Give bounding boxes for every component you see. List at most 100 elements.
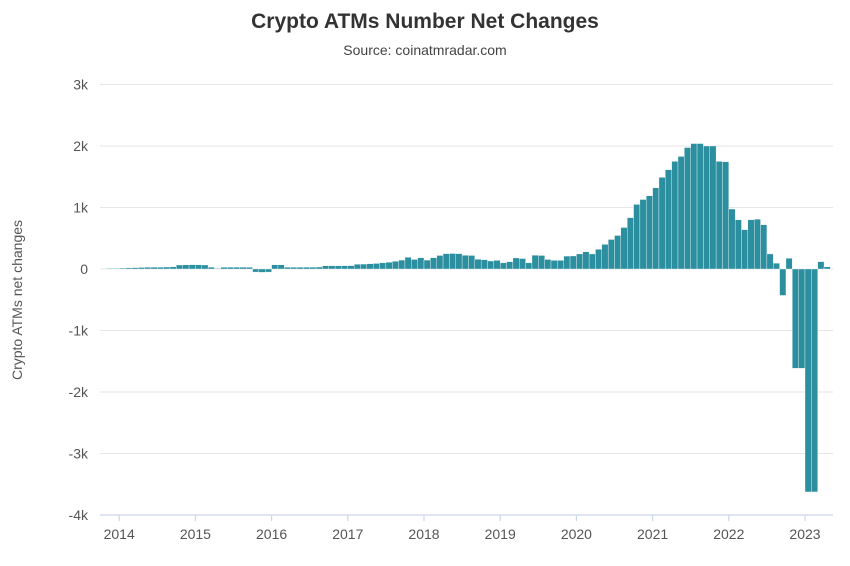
x-tick-label: 2019 xyxy=(485,526,516,542)
bar xyxy=(106,268,114,270)
bar xyxy=(773,262,780,270)
bar xyxy=(760,224,768,270)
x-tick-label: 2023 xyxy=(789,526,820,542)
bar xyxy=(233,266,241,270)
bar xyxy=(201,264,209,270)
bar xyxy=(195,264,202,270)
y-tick-label: 3k xyxy=(73,77,89,93)
bar xyxy=(709,145,717,270)
bar xyxy=(246,267,253,270)
bar xyxy=(150,266,158,270)
bar xyxy=(138,267,145,270)
bar xyxy=(817,261,825,270)
bar xyxy=(734,219,742,270)
bar xyxy=(722,161,729,270)
bar xyxy=(684,147,691,270)
bar xyxy=(544,259,552,270)
bar xyxy=(303,266,310,270)
bar xyxy=(226,266,234,270)
bar xyxy=(239,266,247,270)
bar xyxy=(334,265,342,270)
y-tick-label: 1k xyxy=(73,200,89,216)
bar xyxy=(677,156,685,270)
bar xyxy=(385,262,393,270)
bar xyxy=(360,263,368,270)
bar xyxy=(480,259,488,270)
bar xyxy=(563,255,571,270)
bar xyxy=(296,267,304,270)
bar xyxy=(125,267,133,270)
bar xyxy=(112,268,120,270)
bar xyxy=(328,265,336,270)
bar xyxy=(614,235,622,270)
bar xyxy=(785,258,793,270)
bar xyxy=(690,143,698,270)
bar xyxy=(353,264,361,270)
bar xyxy=(392,261,399,270)
chart-title: Crypto ATMs Number Net Changes xyxy=(251,10,599,33)
bar xyxy=(754,219,761,270)
bar xyxy=(607,239,615,270)
bar xyxy=(766,253,774,270)
bar xyxy=(169,266,177,270)
x-tick-label: 2016 xyxy=(256,526,287,542)
bar xyxy=(747,219,755,270)
y-tick-label: 0 xyxy=(80,261,88,277)
bar xyxy=(347,265,355,270)
bar xyxy=(220,267,228,270)
x-tick-label: 2014 xyxy=(104,526,135,542)
bar xyxy=(474,259,482,270)
bar xyxy=(804,268,812,493)
bar xyxy=(461,255,469,270)
bar xyxy=(277,264,285,270)
bar xyxy=(157,266,164,270)
bar xyxy=(779,268,787,296)
bar xyxy=(696,143,704,270)
bar xyxy=(442,253,450,270)
bar xyxy=(588,253,596,270)
bar xyxy=(646,195,653,270)
bar xyxy=(423,259,431,270)
bar xyxy=(284,266,291,270)
bar xyxy=(436,255,444,270)
bar xyxy=(576,253,583,270)
bar xyxy=(715,161,723,270)
bar xyxy=(252,268,260,273)
bar xyxy=(741,229,749,270)
y-tick-label: -4k xyxy=(69,507,89,523)
bar xyxy=(379,262,387,270)
bar xyxy=(341,265,348,270)
bar xyxy=(449,253,456,270)
bar xyxy=(671,161,679,270)
bar xyxy=(703,145,710,270)
y-tick-label: 2k xyxy=(73,138,89,154)
bar xyxy=(398,259,406,270)
bar xyxy=(182,264,190,270)
bar xyxy=(131,267,139,270)
bar xyxy=(309,266,317,270)
bar xyxy=(188,264,196,270)
bar xyxy=(411,259,418,270)
bar xyxy=(290,267,298,270)
bar xyxy=(506,261,514,270)
bar xyxy=(633,204,641,270)
bar xyxy=(430,257,437,270)
bar xyxy=(811,268,818,493)
bar xyxy=(627,217,634,270)
bar xyxy=(620,227,628,270)
bar xyxy=(792,268,799,369)
bar xyxy=(366,263,374,270)
bar xyxy=(823,266,831,270)
x-tick-label: 2020 xyxy=(561,526,592,542)
y-tick-label: -2k xyxy=(69,384,89,400)
bar xyxy=(525,262,533,270)
bar xyxy=(519,258,526,270)
bar xyxy=(639,199,647,270)
bar xyxy=(582,251,590,270)
bar xyxy=(557,260,564,270)
bar xyxy=(512,257,520,270)
chart-subtitle: Source: coinatmradar.com xyxy=(343,42,507,58)
y-tick-label: -1k xyxy=(69,323,89,339)
x-tick-label: 2018 xyxy=(408,526,439,542)
